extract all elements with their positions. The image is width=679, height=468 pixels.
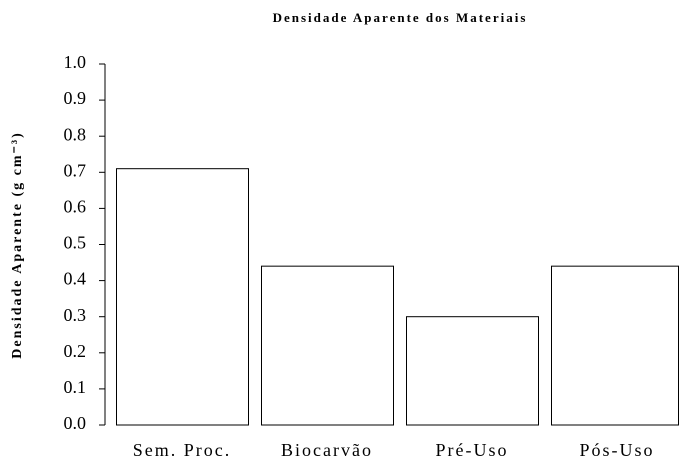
y-tick-label: 0.6 [64,197,87,217]
x-tick-label: Sem. Proc. [133,440,232,460]
y-tick-label: 1.0 [64,52,87,72]
bar [116,168,249,426]
x-tick-label: Pós-Uso [579,440,654,460]
y-tick-label: 0.1 [64,377,87,397]
y-tick-label: 0.7 [64,160,87,180]
y-axis-label: Densidade Aparente (g cm⁻³) [10,131,25,358]
bar [406,316,539,426]
y-tick-label: 0.8 [64,124,87,144]
y-tick-label: 0.4 [64,269,87,289]
bar [551,265,679,426]
y-tick-label: 0.2 [64,341,87,361]
y-tick-label: 0.3 [64,305,87,325]
x-tick-label: Biocarvão [281,440,373,460]
y-tick-label: 0.9 [64,88,87,108]
x-tick-label: Pré-Uso [436,440,509,460]
y-tick-label: 0.0 [64,413,87,433]
bar [261,265,394,426]
chart-title: Densidade Aparente dos Materiais [273,10,528,25]
y-tick-label: 0.5 [64,233,87,253]
